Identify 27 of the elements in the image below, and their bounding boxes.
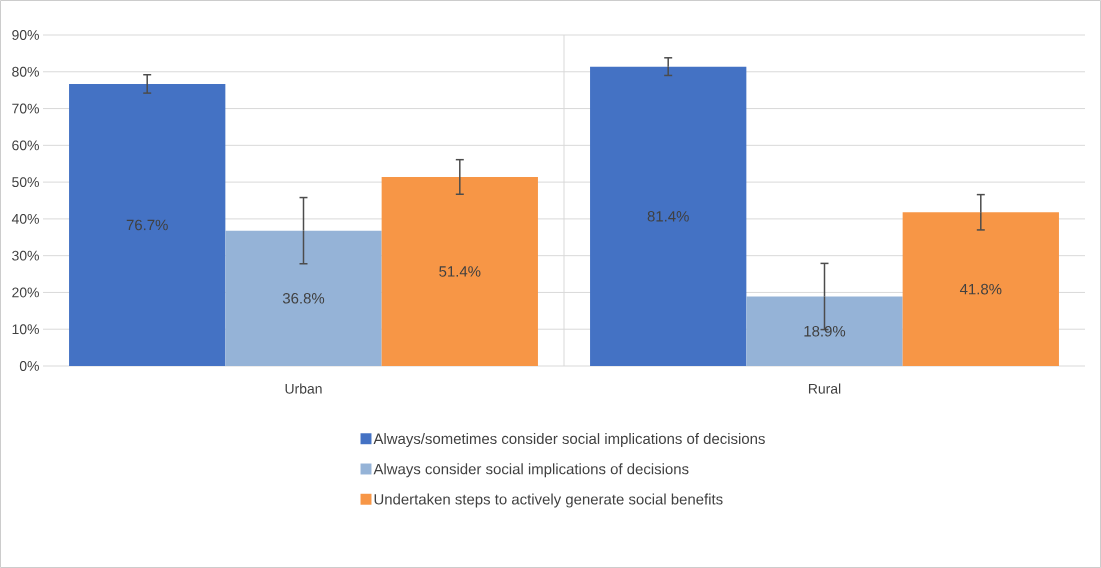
- y-tick-label: 30%: [12, 250, 39, 261]
- y-tick-label: 50%: [12, 177, 39, 188]
- bar: [225, 230, 382, 366]
- bar: [590, 66, 747, 366]
- x-tick-label: Urban: [285, 383, 322, 394]
- data-label: 51.4%: [439, 266, 481, 277]
- y-tick-label: 70%: [12, 103, 39, 114]
- bar: [69, 83, 226, 366]
- y-tick-label: 90%: [12, 30, 39, 40]
- data-label: 41.8%: [959, 283, 1002, 295]
- legend-label: Undertaken steps to actively generate social benefits: [374, 493, 723, 508]
- y-tick-label: 40%: [11, 213, 39, 224]
- data-label: 18.9%: [804, 325, 846, 337]
- x-tick-label: Rural: [808, 383, 841, 394]
- data-label: 36.8%: [282, 293, 325, 304]
- y-tick-label: 60%: [12, 140, 39, 151]
- y-tick-label: 10%: [12, 324, 39, 335]
- y-tick-label: 20%: [12, 287, 39, 298]
- legend-label: Always consider social implications of decisions: [373, 463, 689, 478]
- legend-label: Always/sometimes consider social implications of decisions: [373, 433, 765, 447]
- data-label: 76.7%: [126, 219, 168, 231]
- bar: [381, 176, 538, 366]
- y-tick-label: 80%: [12, 66, 39, 77]
- bar: [746, 296, 903, 366]
- data-label: 81.4%: [647, 211, 689, 222]
- y-tick-label: 0%: [19, 361, 39, 371]
- bar: [902, 212, 1059, 366]
